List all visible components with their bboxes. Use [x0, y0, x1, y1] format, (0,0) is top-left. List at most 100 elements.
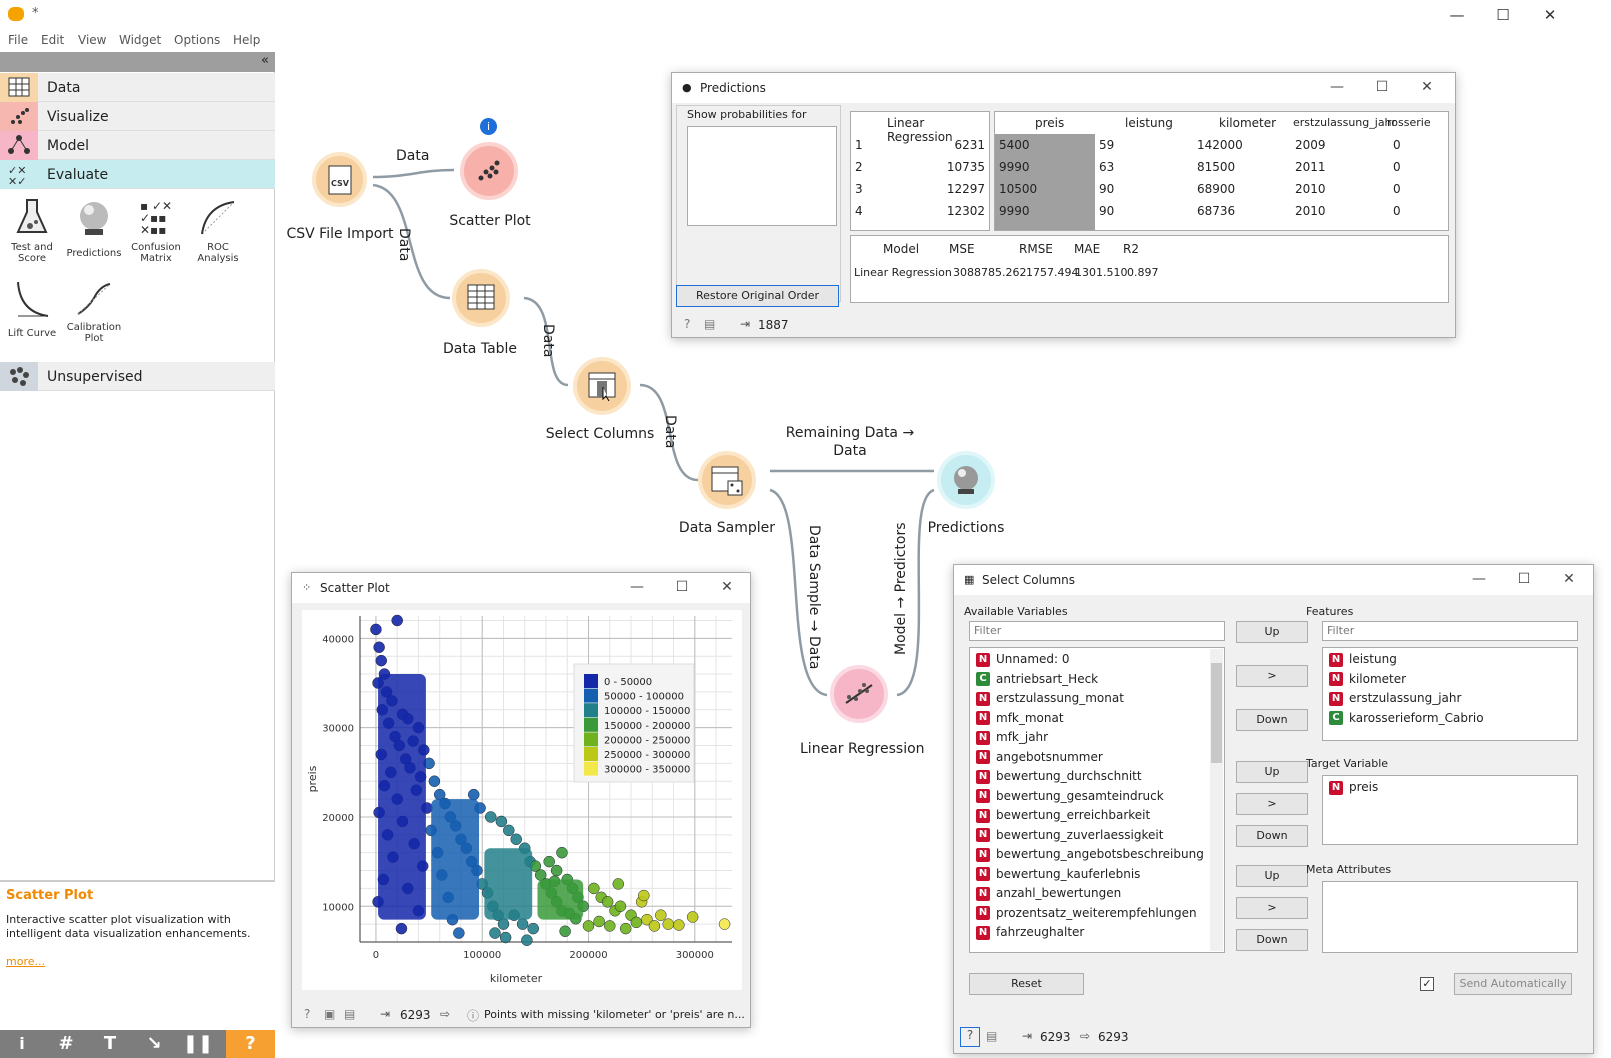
category-evaluate[interactable]: ✓✕ ✕✓ Evaluate [0, 160, 275, 189]
features-move-button[interactable]: > [1236, 665, 1308, 687]
minimize-icon[interactable]: — [1330, 79, 1344, 95]
category-model[interactable]: Model [0, 131, 275, 160]
features-down-button[interactable]: Down [1236, 709, 1308, 731]
col-header-leistung[interactable]: leistung [1125, 116, 1173, 130]
available-scrollbar[interactable] [1210, 649, 1223, 951]
category-data[interactable]: Data [0, 73, 275, 102]
col-header-erstzulassung[interactable]: erstzulassung_jahr [1293, 116, 1397, 129]
node-linear-regression[interactable] [830, 665, 888, 723]
maximize-icon[interactable]: ☐ [1375, 79, 1389, 95]
meta-move-button[interactable]: > [1236, 897, 1308, 919]
features-filter-input[interactable]: Filter [1322, 621, 1578, 641]
target-down-button[interactable]: Down [1236, 825, 1308, 847]
node-csv-file-import[interactable]: CSV [312, 152, 367, 207]
meta-attributes-list[interactable] [1322, 881, 1578, 953]
menu-file[interactable]: File [8, 33, 29, 47]
report-icon[interactable]: ▤ [986, 1029, 998, 1043]
link-linreg-predictions[interactable] [896, 488, 935, 697]
send-automatically-button[interactable]: Send Automatically [1454, 973, 1572, 995]
node-data-table[interactable] [452, 269, 510, 327]
pause-icon[interactable]: ❚❚ [182, 1033, 214, 1054]
save-icon[interactable]: ▣ [324, 1007, 336, 1021]
text-annotation-icon[interactable]: T [103, 1033, 117, 1054]
tool-predictions[interactable]: Predictions [62, 196, 126, 259]
variable-item[interactable]: N Unnamed: 0 [976, 652, 1218, 672]
available-filter-input[interactable]: Filter [969, 621, 1225, 641]
menu-options[interactable]: Options [174, 33, 221, 47]
menu-edit[interactable]: Edit [41, 33, 65, 47]
close-button[interactable]: ✕ [1543, 6, 1557, 24]
node-select-columns[interactable] [573, 357, 631, 415]
help-icon[interactable]: ? [226, 1030, 275, 1058]
menu-help[interactable]: Help [233, 33, 261, 47]
maximize-icon[interactable]: ☐ [1517, 571, 1531, 587]
maximize-button[interactable]: ☐ [1496, 6, 1510, 24]
meta-down-button[interactable]: Down [1236, 929, 1308, 951]
reset-button[interactable]: Reset [969, 973, 1084, 995]
node-data-sampler[interactable] [698, 451, 756, 509]
minimize-icon[interactable]: — [630, 579, 644, 595]
link-csv-table[interactable] [372, 183, 451, 300]
minimize-icon[interactable]: — [1472, 571, 1486, 587]
tool-confusion-matrix[interactable]: ▪ ✓✕ ✓▪▪ ✕▪▪ Confusion Matrix [124, 196, 188, 264]
minimize-button[interactable]: — [1449, 6, 1465, 24]
help-icon[interactable]: ? [684, 317, 691, 331]
col-header-kilometer[interactable]: kilometer [1219, 116, 1277, 130]
link-table-select[interactable] [523, 296, 569, 387]
col-header-preis[interactable]: preis [1035, 116, 1065, 130]
category-visualize[interactable]: Visualize [0, 102, 275, 131]
link-select-sampler[interactable] [639, 383, 699, 482]
help-icon[interactable]: ? [304, 1007, 311, 1021]
info-icon[interactable]: i [19, 1034, 25, 1053]
meta-up-button[interactable]: Up [1236, 865, 1308, 887]
report-icon[interactable]: ▤ [344, 1007, 356, 1021]
collapse-icon[interactable]: « [261, 53, 269, 68]
tool-calibration-plot[interactable]: Calibration Plot [62, 278, 126, 344]
menu-view[interactable]: View [78, 33, 107, 47]
target-move-button[interactable]: > [1236, 793, 1308, 815]
menu-widget[interactable]: Widget [119, 33, 162, 47]
target-up-button[interactable]: Up [1236, 761, 1308, 783]
scatter-plot-chart[interactable]: 0 100000 200000 300000 10000 20000 30000 40000 k… [302, 610, 742, 990]
close-icon[interactable]: ✕ [721, 579, 733, 595]
restore-order-button[interactable]: Restore Original Order [676, 285, 839, 307]
close-icon[interactable]: ✕ [1563, 571, 1575, 587]
category-unsupervised[interactable]: Unsupervised [0, 362, 275, 391]
probabilities-list[interactable] [687, 126, 837, 226]
maximize-icon[interactable]: ☐ [675, 579, 689, 595]
tool-lift-curve[interactable]: Lift Curve [0, 278, 64, 339]
send-auto-checkbox[interactable]: ✓ [1420, 977, 1434, 991]
node-predictions[interactable] [937, 451, 995, 509]
tool-test-and-score[interactable]: Test and Score [0, 196, 64, 264]
report-icon[interactable]: ▤ [704, 317, 716, 331]
features-up-button[interactable]: Up [1236, 621, 1308, 643]
info-badge-icon[interactable]: i [480, 118, 497, 135]
arrow-annotation-icon[interactable]: ↘ [146, 1033, 162, 1054]
link-sampler-linreg[interactable] [769, 488, 828, 697]
close-icon[interactable]: ✕ [1421, 79, 1433, 95]
link-csv-scatter[interactable] [372, 168, 455, 179]
node-scatter-plot[interactable] [460, 142, 518, 200]
grid-icon[interactable]: # [58, 1033, 74, 1054]
